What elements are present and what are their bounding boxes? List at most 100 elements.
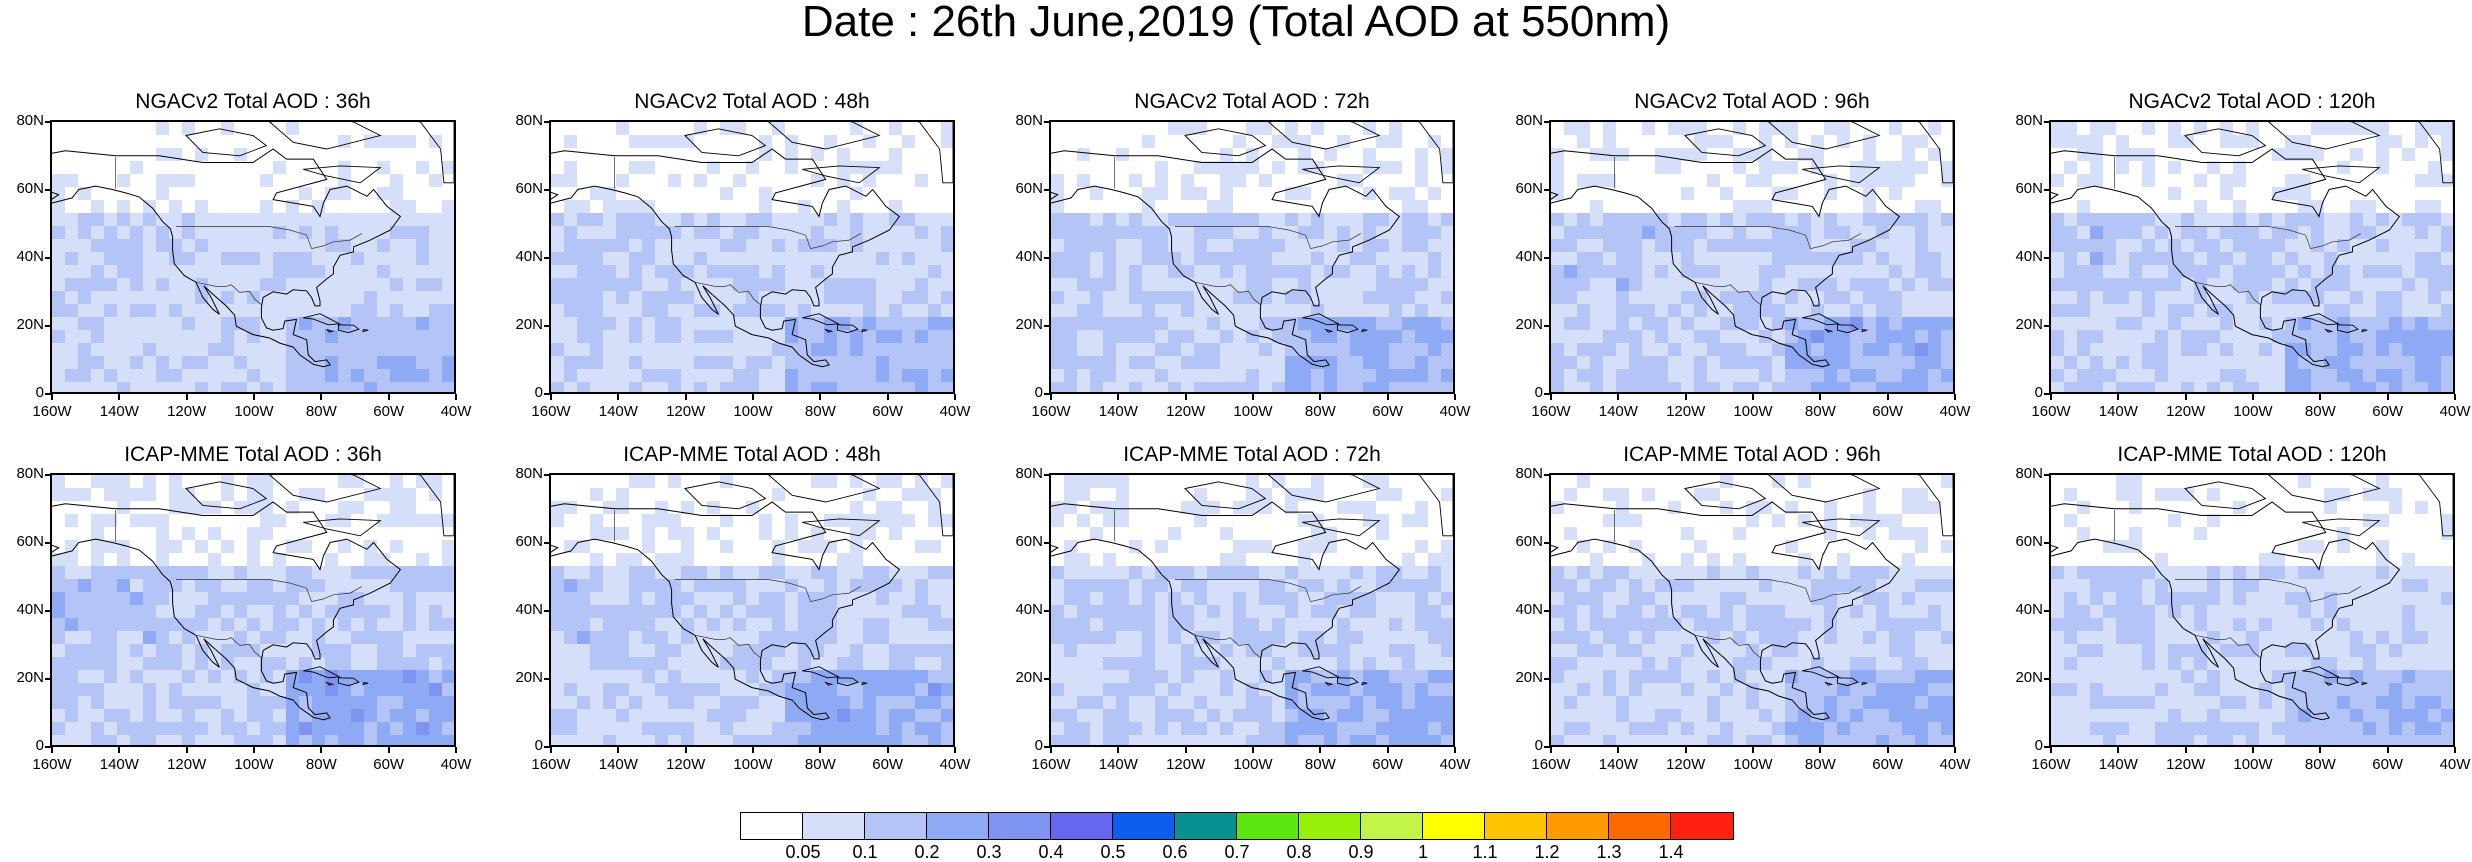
lat-tick-label: 0 [1034, 737, 1043, 754]
lon-tick-mark [1386, 394, 1389, 400]
colorbar-label: 0.5 [1100, 842, 1126, 862]
lon-tick-label: 100W [1233, 403, 1273, 420]
lon-tick-mark [2184, 394, 2187, 400]
lon-tick-label: 60W [373, 756, 405, 773]
lat-tick-mark [45, 393, 51, 395]
lat-tick-mark [45, 678, 51, 680]
lon-tick-mark [118, 394, 121, 400]
lat-tick-label: 40N [1015, 248, 1043, 265]
island-outline [1361, 682, 1368, 686]
lon-tick-mark [51, 394, 53, 400]
lon-tick-label: 160W [32, 756, 72, 773]
lon-tick-mark [1752, 394, 1754, 400]
lon-tick-label: 160W [531, 756, 571, 773]
lon-tick-mark [684, 394, 687, 400]
lon-tick-label: 80W [305, 403, 337, 420]
island-outline [2302, 518, 2381, 537]
lat-tick-label: 0 [534, 384, 543, 401]
island-outline [325, 681, 335, 686]
lat-tick-label: 0 [534, 737, 543, 754]
lon-tick-mark [1184, 394, 1187, 400]
lat-tick-label: 80N [16, 465, 44, 482]
lat-tick-mark [544, 678, 550, 680]
lat-tick-label: 20N [515, 316, 543, 333]
lon-tick-label: 80W [1304, 403, 1336, 420]
lon-tick-label: 100W [1733, 756, 1773, 773]
lon-tick-mark [1319, 394, 1322, 400]
island-outline [303, 313, 341, 326]
island-outline [2268, 122, 2381, 150]
lon-tick-label: 120W [1166, 756, 1206, 773]
lon-tick-mark [2050, 747, 2052, 753]
lon-tick-label: 40W [939, 403, 971, 420]
lon-tick-label: 160W [1031, 403, 1071, 420]
island-outline [1302, 666, 1340, 679]
lat-tick-label: 80N [2015, 465, 2043, 482]
lon-tick-mark [253, 394, 255, 400]
lat-tick-label: 80N [515, 465, 543, 482]
colorbar-swatch [803, 813, 865, 839]
lon-tick-mark [320, 747, 323, 753]
aod-field [1551, 475, 1953, 745]
lon-tick-label: 60W [1872, 403, 1904, 420]
aod-map-panel: 80N 60N 40N 20N 0 160W 140W 120W 100W 80W 60W 40W [1515, 113, 1970, 420]
national-border [1195, 634, 1261, 658]
island-outline [836, 677, 859, 687]
lat-tick-mark [45, 257, 51, 259]
lon-tick-mark [1617, 394, 1620, 400]
aod-map-panel: 80N 60N 40N 20N 0 160W 140W 120W 100W 80W 60W 40W [1015, 466, 1470, 773]
panel-title: ICAP-MME Total AOD : 96h [1623, 443, 1881, 466]
island-outline [1417, 475, 1453, 537]
lat-tick-label: 80N [515, 112, 543, 129]
coastline [2051, 501, 2401, 721]
panel-title: NGACv2 Total AOD : 120h [2128, 90, 2376, 113]
island-outline [1824, 328, 1834, 333]
lon-tick-label: 80W [1804, 403, 1836, 420]
colorbar-swatch [865, 813, 927, 839]
lat-tick-mark [1544, 121, 1550, 123]
lon-tick-label: 80W [2304, 403, 2336, 420]
island-outline [418, 122, 454, 184]
lon-tick-mark [954, 394, 956, 400]
lon-tick-label: 100W [234, 756, 274, 773]
panel-title: ICAP-MME Total AOD : 72h [1123, 443, 1381, 466]
panel-title: ICAP-MME Total AOD : 36h [124, 443, 382, 466]
island-outline [684, 481, 767, 510]
lat-tick-label: 80N [1515, 465, 1543, 482]
lon-tick-mark [819, 394, 822, 400]
colorbar-label: 1 [1417, 842, 1428, 862]
lon-tick-mark [886, 747, 889, 753]
island-outline [1268, 475, 1381, 503]
lon-tick-mark [2117, 394, 2120, 400]
island-outline [303, 165, 382, 184]
lon-tick-mark [819, 747, 822, 753]
island-outline [802, 518, 881, 537]
lat-tick-label: 40N [515, 248, 543, 265]
lat-tick-mark [544, 121, 550, 123]
lat-tick-mark [1044, 678, 1050, 680]
lon-tick-mark [2184, 747, 2187, 753]
island-outline [1836, 677, 1859, 687]
lat-tick-mark [1044, 121, 1050, 123]
lon-tick-label: 40W [440, 403, 472, 420]
lat-tick-label: 60N [1515, 180, 1543, 197]
colorbar-label: 0.2 [914, 842, 940, 862]
lat-tick-mark [2044, 542, 2050, 544]
aod-map-panel: 80N 60N 40N 20N 0 160W 140W 120W 100W 80W 60W 40W [2015, 466, 2470, 773]
lat-tick-mark [2044, 325, 2050, 327]
lon-tick-label: 100W [2233, 756, 2273, 773]
lon-tick-label: 60W [2372, 403, 2404, 420]
island-outline [418, 475, 454, 537]
colorbar-swatch [1609, 813, 1671, 839]
lat-tick-label: 0 [2034, 384, 2043, 401]
lon-tick-mark [2386, 747, 2389, 753]
colorbar-swatch [1361, 813, 1423, 839]
lat-tick-mark [1544, 189, 1550, 191]
lon-tick-mark [118, 747, 121, 753]
lon-tick-mark [455, 394, 457, 400]
aod-map-panel: 80N 60N 40N 20N 0 160W 140W 120W 100W 80W 60W 40W [16, 466, 471, 773]
lon-tick-label: 100W [1233, 756, 1273, 773]
lat-tick-mark [2044, 393, 2050, 395]
aod-field [2051, 475, 2453, 745]
lat-tick-label: 0 [35, 737, 44, 754]
